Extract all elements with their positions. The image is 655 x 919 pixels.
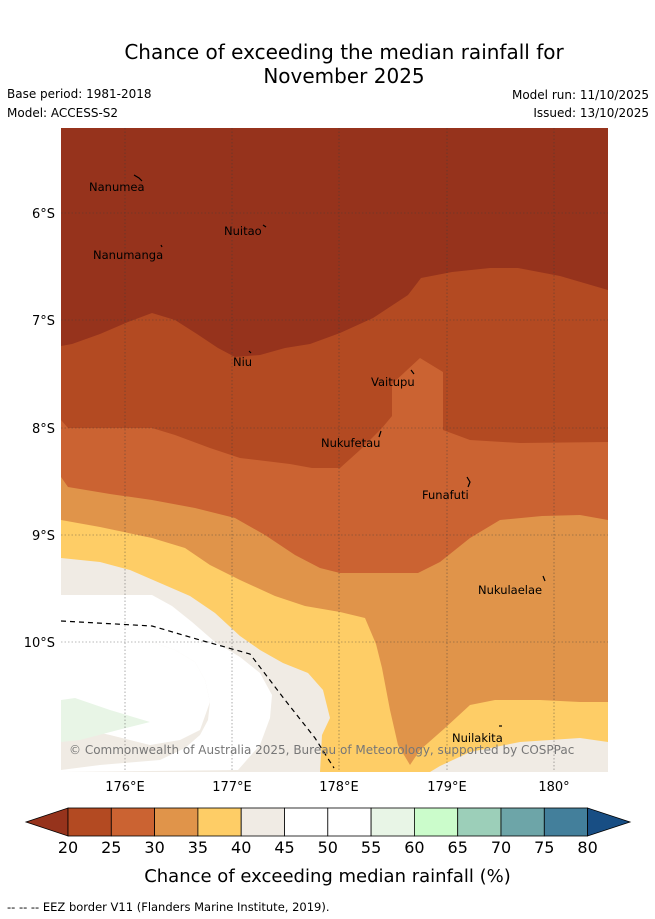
place-nanumea: Nanumea (89, 180, 145, 194)
colorbar-20-25 (67, 807, 112, 837)
colorbar-50-55 (327, 807, 372, 837)
colorbar-65-70 (457, 807, 502, 837)
island-nuitao-shape (262, 224, 267, 228)
colorbar-tick-75: 75 (534, 838, 554, 857)
eez-legend-symbol: -- -- -- (7, 900, 40, 914)
graticule (61, 128, 608, 772)
place-nukufetau: Nukufetau (321, 436, 380, 450)
colorbar (24, 807, 632, 837)
issued-date: Issued: 13/10/2025 (533, 106, 649, 120)
colorbar-under (24, 807, 69, 837)
copyright-notice: © Commonwealth of Australia 2025, Bureau… (69, 743, 574, 757)
island-funafuti-shape (466, 476, 471, 488)
lon-label-177e: 177°E (212, 780, 252, 795)
eez-border (60, 620, 335, 769)
eez-legend-text: EEZ border V11 (Flanders Marine Institut… (42, 900, 330, 914)
colorbar-tick-35: 35 (188, 838, 208, 857)
place-nuitao: Nuitao (224, 224, 262, 238)
lat-label-8s: 8°S (32, 422, 55, 437)
colorbar-35-40 (197, 807, 242, 837)
lat-label-9s: 9°S (32, 529, 55, 544)
island-nanumea-shape (133, 174, 143, 182)
title-line-2: November 2025 (263, 64, 425, 88)
colorbar-40-45 (240, 807, 285, 837)
lon-label-180: 180° (538, 780, 569, 795)
island-vaitupu-shape (410, 369, 415, 375)
zone-55-60-inner (61, 698, 150, 742)
footer-note: -- -- -- EEZ border V11 (Flanders Marine… (7, 900, 330, 914)
title-line-1: Chance of exceeding the median rainfall … (124, 40, 564, 64)
colorbar-tick-60: 60 (404, 838, 424, 857)
base-period: Base period: 1981-2018 (7, 87, 152, 101)
place-vaitupu: Vaitupu (371, 375, 415, 389)
model-name: Model: ACCESS-S2 (7, 106, 119, 120)
island-nukulaelae-shape (542, 575, 546, 582)
lat-label-10s: 10°S (24, 636, 55, 651)
lon-label-178e: 178°E (319, 780, 359, 795)
lat-label-6s: 6°S (32, 207, 55, 222)
colorbar-tick-45: 45 (274, 838, 294, 857)
colorbar-45-50 (284, 807, 329, 837)
colorbar-tick-25: 25 (101, 838, 121, 857)
colorbar-30-35 (154, 807, 199, 837)
colorbar-70-75 (500, 807, 545, 837)
place-funafuti: Funafuti (422, 488, 469, 502)
lon-label-179e: 179°E (427, 780, 467, 795)
place-nukulaelae: Nukulaelae (478, 583, 542, 597)
colorbar-60-65 (413, 807, 459, 837)
colorbar-tick-20: 20 (58, 838, 78, 857)
place-nuilakita: Nuilakita (452, 731, 503, 745)
colorbar-55-60 (370, 807, 415, 837)
colorbar-over (587, 807, 632, 837)
lon-label-176e: 176°E (105, 780, 145, 795)
chart-title: Chance of exceeding the median rainfall … (0, 40, 655, 88)
colorbar-label: Chance of exceeding median rainfall (%) (144, 866, 511, 887)
zone-40-45-se (430, 738, 608, 772)
island-nanumanga-shape (160, 244, 163, 248)
colorbar-tick-65: 65 (448, 838, 468, 857)
model-run: Model run: 11/10/2025 (511, 88, 649, 102)
place-niu: Niu (233, 355, 252, 369)
colorbar-tick-70: 70 (491, 838, 511, 857)
colorbar-tick-80: 80 (577, 838, 597, 857)
lat-label-7s: 7°S (32, 314, 55, 329)
colorbar-25-30 (110, 807, 156, 837)
colorbar-tick-30: 30 (144, 838, 164, 857)
islands (133, 174, 546, 727)
island-niu-shape (248, 350, 252, 354)
island-nukufetau-shape (378, 430, 382, 438)
place-nanumanga: Nanumanga (93, 248, 163, 262)
colorbar-75-80 (543, 807, 588, 837)
colorbar-tick-40: 40 (231, 838, 251, 857)
colorbar-tick-55: 55 (361, 838, 381, 857)
colorbar-tick-50: 50 (318, 838, 338, 857)
